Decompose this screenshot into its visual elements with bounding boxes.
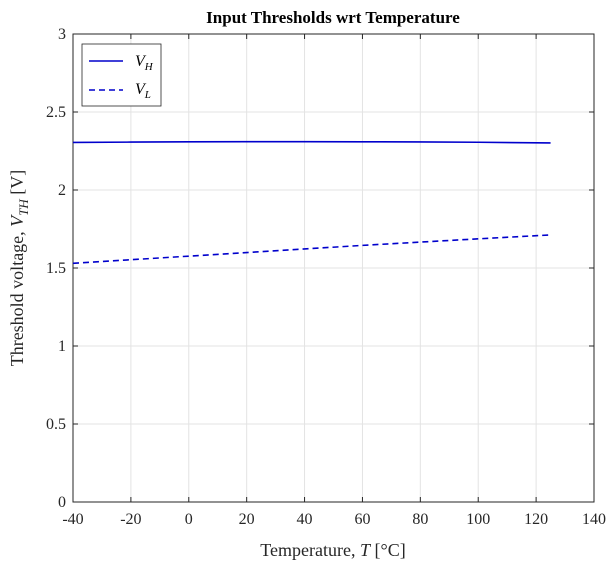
- series-lines: [72, 140, 551, 265]
- x-tick-label: 20: [239, 511, 255, 528]
- y-tick-label: 1.5: [46, 260, 66, 277]
- x-tick-label: 40: [297, 511, 313, 528]
- x-tick-label: -40: [62, 511, 83, 528]
- y-tick-label: 1: [58, 338, 66, 355]
- series-line-vl: [72, 234, 551, 265]
- legend-label-vh: VH: [135, 53, 154, 73]
- x-tick-label: 0: [185, 511, 193, 528]
- legend-label-vl: VL: [135, 81, 151, 101]
- y-tick-label: 2: [58, 182, 66, 199]
- y-axis-label: Threshold voltage, VTH [V]: [7, 170, 31, 367]
- legend: VH VL: [81, 43, 162, 107]
- y-tick-label: 0: [58, 494, 66, 511]
- series-line-vh: [72, 140, 551, 144]
- chart-title: Input Thresholds wrt Temperature: [206, 8, 460, 27]
- legend-box: [81, 43, 162, 107]
- x-tick-label: 80: [412, 511, 428, 528]
- x-tick-label: 100: [466, 511, 490, 528]
- x-tick-label: -20: [120, 511, 141, 528]
- axis-ticks: -40 -20 0 20 40 60 80 100 120 140 0 0.5 1 1.5 2 2.5 3: [46, 26, 606, 528]
- x-tick-label: 60: [354, 511, 370, 528]
- y-tick-label: 3: [58, 26, 66, 43]
- x-tick-label: 120: [524, 511, 548, 528]
- x-tick-label: 140: [582, 511, 606, 528]
- y-tick-label: 0.5: [46, 416, 66, 433]
- x-axis-label: Temperature, T [°C]: [260, 540, 405, 560]
- y-tick-label: 2.5: [46, 104, 66, 121]
